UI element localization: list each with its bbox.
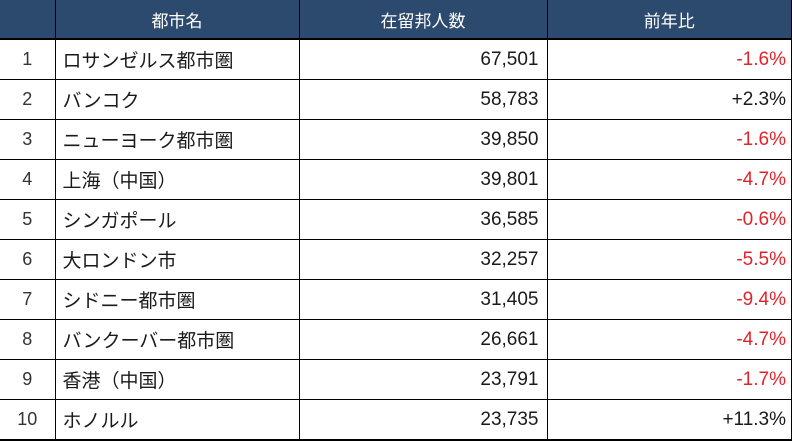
yoy-cell: -4.7% [546, 159, 792, 200]
city-cell: シドニー都市圏 [54, 279, 300, 320]
rank-cell: 2 [0, 79, 56, 120]
rank-cell: 8 [0, 319, 56, 360]
table-row: 5 シンガポール 36,585 -0.6% [0, 199, 792, 240]
yoy-cell: -1.6% [546, 38, 792, 80]
table-row: 2 バンコク 58,783 +2.3% [0, 79, 792, 120]
column-header-count: 在留邦人数 [298, 0, 548, 40]
city-cell: 上海（中国） [54, 159, 300, 200]
table-row: 6 大ロンドン市 32,257 -5.5% [0, 239, 792, 280]
rank-cell: 10 [0, 399, 56, 441]
yoy-cell: +2.3% [546, 79, 792, 120]
count-cell: 39,850 [298, 119, 548, 160]
table-row: 8 バンクーバー都市圏 26,661 -4.7% [0, 319, 792, 360]
table-row: 3 ニューヨーク都市圏 39,850 -1.6% [0, 119, 792, 160]
yoy-cell: -4.7% [546, 319, 792, 360]
rank-cell: 4 [0, 159, 56, 200]
table-header: 都市名 在留邦人数 前年比 [0, 0, 792, 40]
count-cell: 23,791 [298, 359, 548, 400]
yoy-cell: -1.7% [546, 359, 792, 400]
city-cell: 香港（中国） [54, 359, 300, 400]
column-header-city: 都市名 [54, 0, 300, 40]
count-cell: 32,257 [298, 239, 548, 280]
city-cell: 大ロンドン市 [54, 239, 300, 280]
header-row: 都市名 在留邦人数 前年比 [0, 0, 792, 40]
rank-cell: 7 [0, 279, 56, 320]
rank-cell: 9 [0, 359, 56, 400]
count-cell: 67,501 [298, 38, 548, 80]
city-cell: シンガポール [54, 199, 300, 240]
city-cell: バンクーバー都市圏 [54, 319, 300, 360]
column-header-rank [0, 0, 56, 40]
table-row: 9 香港（中国） 23,791 -1.7% [0, 359, 792, 400]
rank-cell: 3 [0, 119, 56, 160]
table-row: 10 ホノルル 23,735 +11.3% [0, 399, 792, 441]
count-cell: 26,661 [298, 319, 548, 360]
yoy-cell: -5.5% [546, 239, 792, 280]
city-cell: ニューヨーク都市圏 [54, 119, 300, 160]
yoy-cell: -1.6% [546, 119, 792, 160]
city-cell: ロサンゼルス都市圏 [54, 38, 300, 80]
rank-cell: 1 [0, 38, 56, 80]
yoy-cell: -9.4% [546, 279, 792, 320]
table-row: 7 シドニー都市圏 31,405 -9.4% [0, 279, 792, 320]
count-cell: 23,735 [298, 399, 548, 441]
yoy-cell: -0.6% [546, 199, 792, 240]
column-header-yoy: 前年比 [546, 0, 792, 40]
table-body: 1 ロサンゼルス都市圏 67,501 -1.6% 2 バンコク 58,783 +… [0, 38, 792, 441]
city-cell: バンコク [54, 79, 300, 120]
rank-cell: 6 [0, 239, 56, 280]
table-row: 1 ロサンゼルス都市圏 67,501 -1.6% [0, 38, 792, 80]
count-cell: 31,405 [298, 279, 548, 320]
count-cell: 36,585 [298, 199, 548, 240]
count-cell: 58,783 [298, 79, 548, 120]
rank-cell: 5 [0, 199, 56, 240]
count-cell: 39,801 [298, 159, 548, 200]
table-row: 4 上海（中国） 39,801 -4.7% [0, 159, 792, 200]
yoy-cell: +11.3% [546, 399, 792, 441]
city-cell: ホノルル [54, 399, 300, 441]
